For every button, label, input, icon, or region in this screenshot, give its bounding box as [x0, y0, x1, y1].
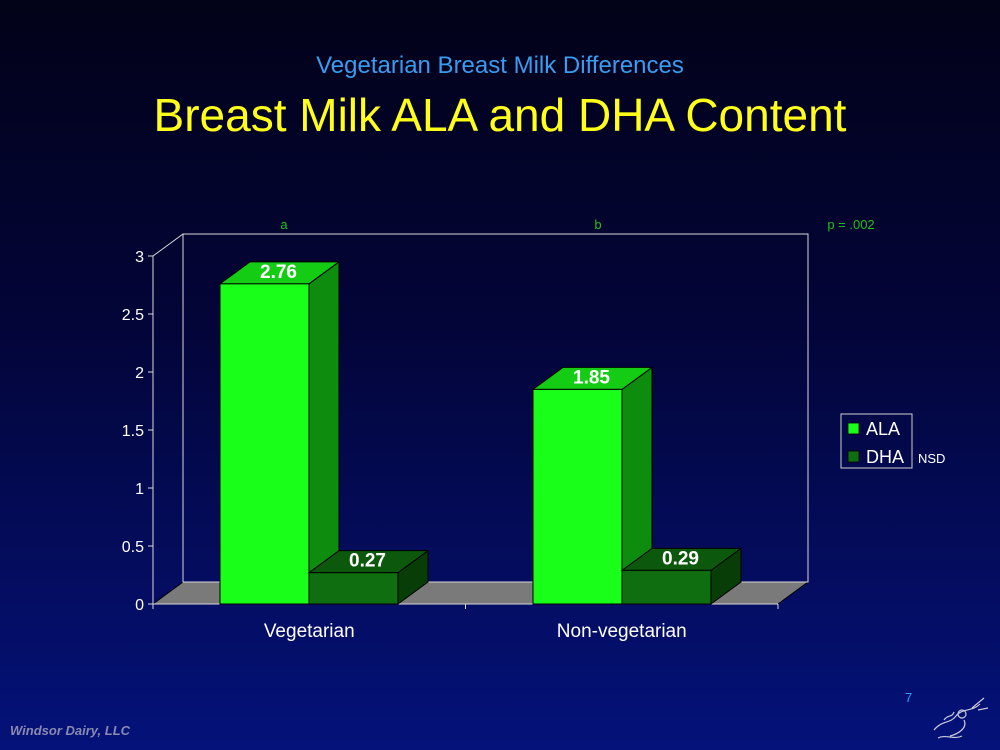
data-labels: 2.76 0.27 1.85 0.29 — [260, 262, 699, 572]
annotation-p-value: p = .002 — [827, 217, 874, 232]
data-label: 2.76 — [260, 262, 297, 283]
y-tick-label: 0.5 — [122, 539, 144, 556]
legend-swatch-ala — [847, 422, 860, 435]
y-tick-label: 1.5 — [122, 423, 144, 440]
x-tick-label: Vegetarian — [264, 621, 355, 642]
bar-front-face — [532, 388, 623, 605]
y-tick-label: 2.5 — [122, 307, 144, 324]
x-axis: Vegetarian Non-vegetarian — [152, 603, 779, 642]
chart-back-wall — [182, 233, 809, 583]
annotation-b: b — [594, 217, 601, 232]
bar-ala-1 — [531, 366, 654, 605]
y-axis: 0 0.5 1 1.5 2 2.5 3 — [122, 249, 154, 614]
legend-swatch-dha — [847, 450, 860, 463]
legend-label-ala: ALA — [866, 419, 900, 439]
page-number: 7 — [905, 690, 913, 705]
logo-sketch-icon — [933, 697, 989, 739]
annotation-a: a — [280, 217, 288, 232]
chart-top-edge — [152, 233, 184, 257]
bar-front-face — [308, 572, 399, 605]
legend-box — [840, 413, 913, 469]
y-tick-label: 3 — [135, 249, 144, 266]
slide-subtitle: Vegetarian Breast Milk Differences — [316, 52, 684, 79]
y-tick-label: 0 — [135, 597, 144, 614]
bar-front-face — [621, 569, 712, 605]
bar-dha-0 — [307, 549, 430, 605]
bar-ala-0 — [218, 260, 341, 605]
bar-side-face — [308, 260, 340, 605]
data-label: 1.85 — [573, 367, 610, 388]
legend: ALA DHA — [840, 413, 913, 469]
data-label: 0.29 — [662, 548, 699, 569]
bar-dha-1 — [620, 547, 743, 605]
legend-label-dha: DHA — [866, 447, 904, 467]
annotation-nsd: NSD — [918, 451, 945, 466]
footer-company: Windsor Dairy, LLC — [10, 723, 131, 738]
y-tick-label: 1 — [135, 481, 144, 498]
bar-front-face — [219, 283, 310, 605]
data-label: 0.27 — [349, 551, 386, 572]
x-tick-label: Non-vegetarian — [557, 621, 687, 642]
bars — [218, 260, 743, 605]
slide-title: Breast Milk ALA and DHA Content — [153, 89, 847, 141]
y-tick-label: 2 — [135, 365, 144, 382]
